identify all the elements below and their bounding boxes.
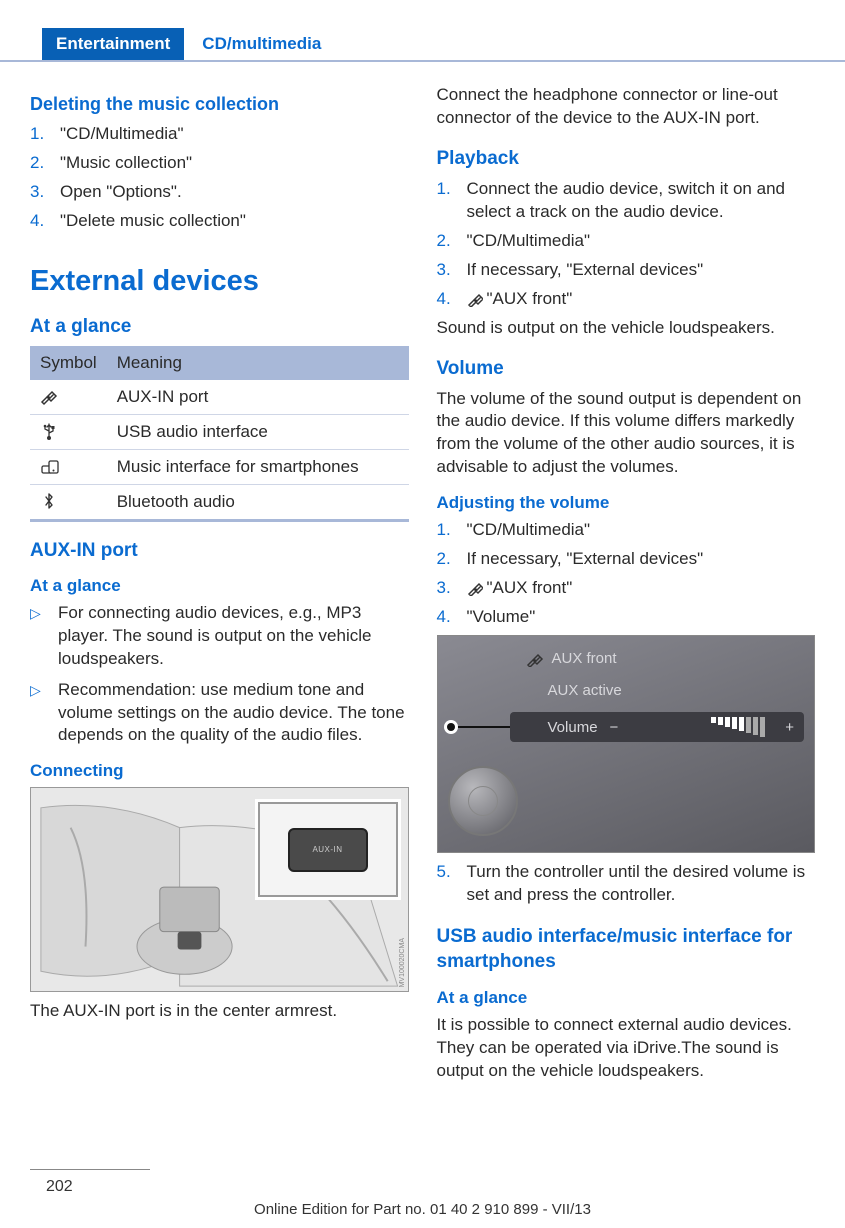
list-item: "Delete music collection" [30, 210, 409, 233]
heading-deleting: Deleting the music collection [30, 94, 409, 115]
figure-reference: MV100020CMA [399, 938, 406, 987]
list-item: "AUX front" [437, 577, 816, 600]
table-row: Music interface for smartphones [30, 449, 409, 484]
list-item: "CD/Multimedia" [437, 519, 816, 542]
footer-edition: Online Edition for Part no. 01 40 2 910 … [0, 1201, 845, 1218]
screen-title: AUX front [552, 650, 617, 667]
list-item: For connecting audio devices, e.g., MP3 … [30, 602, 409, 671]
playback-note: Sound is output on the vehicle loudspeak… [437, 317, 816, 340]
screen-minus: − [610, 719, 619, 736]
table-row: Bluetooth audio [30, 484, 409, 520]
table-cell: Bluetooth audio [107, 484, 409, 520]
screen-volume-row: Volume − + [510, 712, 805, 742]
aux-in-port-graphic: AUX-IN [288, 828, 368, 872]
heading-usb-interface: USB audio interface/music interface for … [437, 925, 816, 974]
table-cell: AUX-IN port [107, 380, 409, 415]
list-item: Connect the audio device, switch it on a… [437, 178, 816, 224]
phone-icon [40, 458, 62, 476]
usb-icon [40, 422, 60, 442]
plug-icon [467, 580, 483, 596]
plug-icon [467, 291, 483, 307]
leader-line [450, 726, 510, 728]
heading-auxin-port: AUX-IN port [30, 540, 409, 562]
heading-connecting: Connecting [30, 761, 409, 781]
footer-rule [30, 1169, 150, 1170]
tab-cdmultimedia: CD/multimedia [184, 28, 339, 60]
auxin-bullets: For connecting audio devices, e.g., MP3 … [30, 602, 409, 748]
controller-knob [448, 766, 518, 836]
screen-plus: + [785, 719, 794, 736]
heading-playback: Playback [437, 148, 816, 170]
heading-adjusting-volume: Adjusting the volume [437, 493, 816, 513]
heading-external-devices: External devices [30, 265, 409, 298]
symbol-table: Symbol Meaning AUX-IN port USB audio int… [30, 346, 409, 522]
heading-volume: Volume [437, 358, 816, 380]
table-header-meaning: Meaning [107, 346, 409, 380]
figure-inset: AUX-IN [258, 802, 398, 897]
intro-paragraph: Connect the headphone connector or line-… [437, 84, 816, 130]
screen-volume-label: Volume [548, 719, 598, 736]
content-columns: Deleting the music collection "CD/Multim… [0, 62, 845, 1089]
volume-bars [630, 717, 773, 737]
plug-icon [40, 388, 60, 406]
connecting-figure: AUX-IN MV100020CMA [30, 787, 409, 992]
table-cell: USB audio interface [107, 414, 409, 449]
list-item: Open "Options". [30, 181, 409, 204]
heading-usb-glance: At a glance [437, 988, 816, 1008]
idrive-screen-figure: AUX front AUX active Volume − + [437, 635, 816, 853]
list-item: "Volume" [437, 606, 816, 629]
list-item: Recommendation: use medium tone and volu… [30, 679, 409, 748]
left-column: Deleting the music collection "CD/Multim… [30, 84, 409, 1089]
adjusting-steps: "CD/Multimedia" If necessary, "External … [437, 519, 816, 629]
volume-body: The volume of the sound output is depend… [437, 388, 816, 480]
screen-aux-active: AUX active [548, 682, 622, 699]
plug-icon [526, 651, 544, 667]
right-column: Connect the headphone connector or line-… [437, 84, 816, 1089]
deleting-steps: "CD/Multimedia" "Music collection" Open … [30, 123, 409, 233]
adjusting-step5-list: Turn the controller until the desired vo… [437, 861, 816, 907]
table-cell: Music interface for smartphones [107, 449, 409, 484]
list-item: "AUX front" [437, 288, 816, 311]
table-row: AUX-IN port [30, 380, 409, 415]
list-item: "CD/Multimedia" [30, 123, 409, 146]
table-header-symbol: Symbol [30, 346, 107, 380]
heading-auxin-glance: At a glance [30, 576, 409, 596]
usb-body: It is possible to connect external audio… [437, 1014, 816, 1083]
list-item: If necessary, "External devices" [437, 548, 816, 571]
header-bar: Entertainment CD/multimedia [0, 28, 845, 62]
list-item: Turn the controller until the desired vo… [437, 861, 816, 907]
table-row: USB audio interface [30, 414, 409, 449]
header-spacer [0, 28, 42, 60]
connecting-caption: The AUX-IN port is in the center armrest… [30, 1000, 409, 1023]
heading-at-a-glance: At a glance [30, 316, 409, 338]
list-item: "Music collection" [30, 152, 409, 175]
page-number: 202 [46, 1178, 73, 1196]
list-item: If necessary, "External devices" [437, 259, 816, 282]
bluetooth-icon [40, 493, 58, 511]
tab-entertainment: Entertainment [42, 28, 184, 60]
list-item: "CD/Multimedia" [437, 230, 816, 253]
screen-title-row: AUX front [526, 650, 617, 667]
playback-steps: Connect the audio device, switch it on a… [437, 178, 816, 311]
